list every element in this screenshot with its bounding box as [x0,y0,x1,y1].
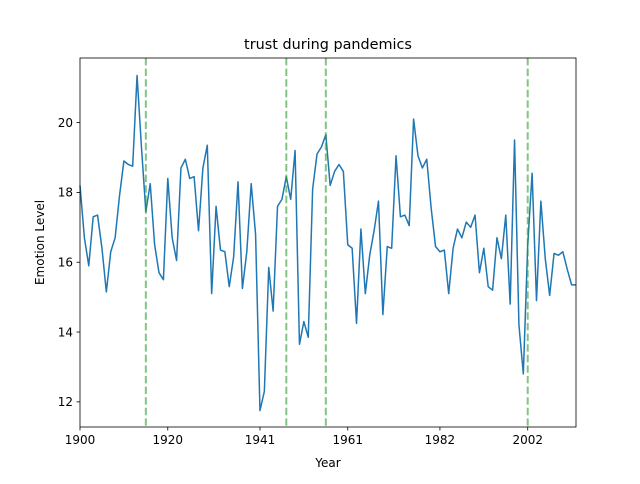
y-tick-label: 14 [58,325,73,339]
y-tick-label: 18 [58,186,73,200]
x-axis-label: Year [314,456,340,470]
x-tick-label: 2002 [512,433,543,447]
y-tick-label: 20 [58,116,73,130]
x-tick-label: 1920 [153,433,184,447]
series-line-0 [79,74,576,412]
x-tick-label: 1961 [332,433,363,447]
axes-frame [79,57,577,428]
x-tick-label: 1941 [245,433,276,447]
y-tick-label: 12 [58,395,73,409]
y-axis-label: Emotion Level [33,200,47,285]
axis-ticks: 1900 1920 1941 1961 1982 2002 12 14 16 18 20 [58,116,543,447]
x-tick-label: 1982 [425,433,456,447]
y-tick-label: 16 [58,256,73,270]
x-tick-label: 1900 [65,433,96,447]
plot-area [79,58,576,427]
chart-title: trust during pandemics [244,37,412,53]
